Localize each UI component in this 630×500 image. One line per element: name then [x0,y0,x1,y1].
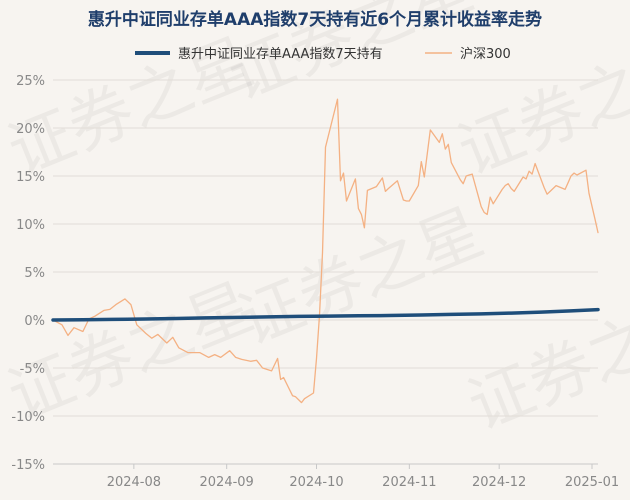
legend: 惠升中证同业存单AAA指数7天持有 沪深300 [135,46,511,62]
y-tick-label: 5% [24,266,45,281]
y-tick-label: 25% [16,74,45,89]
y-tick-label: 10% [16,218,45,233]
y-tick-label: -5% [20,362,45,377]
x-tick-label: 2024-11 [382,475,436,490]
y-tick-label: 20% [16,122,45,137]
x-tick-label: 2024-12 [472,475,526,490]
chart-title: 惠升中证同业存单AAA指数7天持有近6个月累计收益率走势 [88,9,542,30]
y-tick-label: 0% [24,314,45,329]
grid-lines [53,79,598,417]
series-layer [51,98,600,404]
watermark-text: 证券之星 [228,195,493,360]
y-tick-label: -15% [11,458,45,473]
y-tick-label: -10% [11,410,45,425]
x-tick-label: 2025-01 [565,475,619,490]
series-line-index [52,98,599,404]
series-line-fund [51,307,600,322]
watermark-text: 证券之星 [458,280,630,445]
legend-index-label: 沪深300 [460,46,511,62]
y-axis-ticks: 25% 20% 15% 10% 5% 0% -5% -10% -15% [11,74,45,473]
legend-fund-label: 惠升中证同业存单AAA指数7天持有 [178,47,383,62]
x-tick-label: 2024-10 [289,475,343,490]
x-tick-label: 2024-08 [107,475,161,490]
x-axis-ticks: 2024-08 2024-09 2024-10 2024-11 2024-12 2025-… [107,464,619,490]
y-tick-label: 15% [16,170,45,185]
x-tick-label: 2024-09 [200,475,254,490]
